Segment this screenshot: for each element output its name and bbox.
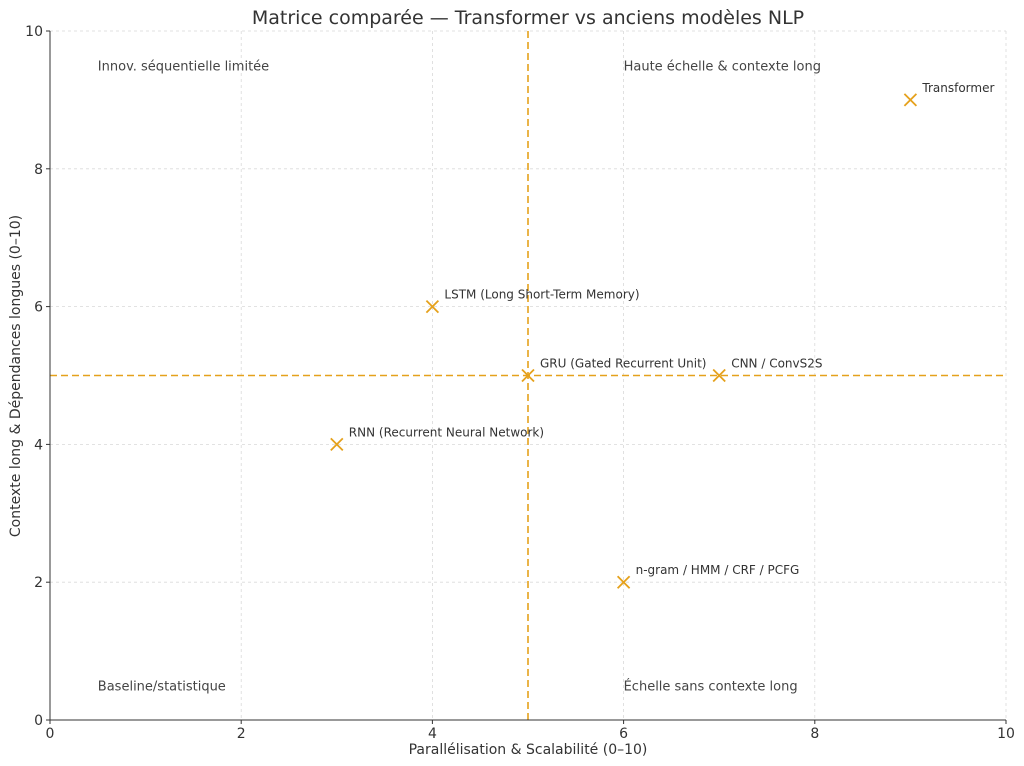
quadrant-label: Échelle sans contexte long	[624, 679, 798, 695]
x-marker	[712, 368, 726, 383]
point-label: LSTM (Long Short-Term Memory)	[444, 288, 639, 302]
x-marker	[903, 93, 918, 107]
point-label: n-gram / HMM / CRF / PCFG	[636, 563, 800, 577]
data-point: Transformer	[903, 81, 994, 107]
x-axis-label: Parallélisation & Scalabilité (0–10)	[409, 742, 648, 758]
x-tick-label: 10	[997, 726, 1015, 742]
data-points: n-gram / HMM / CRF / PCFG RNN (Recurrent …	[330, 81, 994, 589]
point-label: Transformer	[921, 81, 994, 95]
point-label: GRU (Gated Recurrent Unit)	[540, 357, 706, 371]
y-tick-label: 8	[34, 162, 43, 178]
x-marker	[425, 299, 440, 314]
data-point: CNN / ConvS2S	[712, 357, 823, 383]
y-tick-label: 0	[34, 713, 43, 729]
quadrant-labels: Innov. séquentielle limitée Haute échelle…	[98, 59, 821, 694]
x-tick-label: 8	[810, 726, 819, 742]
data-point: RNN (Recurrent Neural Network)	[330, 425, 544, 452]
x-marker	[616, 575, 631, 589]
point-label: RNN (Recurrent Neural Network)	[349, 425, 544, 439]
x-tick-label: 0	[46, 726, 55, 742]
y-tick-label: 6	[34, 300, 43, 316]
x-marker	[330, 437, 344, 452]
y-axis-label: Contexte long & Dépendances longues (0–1…	[8, 215, 24, 537]
quadrant-label: Haute échelle & contexte long	[624, 59, 821, 74]
quadrant-label: Baseline/statistique	[98, 680, 226, 695]
quadrant-label: Innov. séquentielle limitée	[98, 59, 269, 74]
axes	[49, 31, 1006, 721]
x-marker	[521, 368, 535, 383]
chart-title: Matrice comparée — Transformer vs ancien…	[252, 7, 804, 29]
y-tick-label: 10	[25, 24, 43, 40]
x-tick-label: 2	[237, 726, 246, 742]
y-tick-label: 2	[34, 575, 43, 591]
data-point: GRU (Gated Recurrent Unit)	[521, 357, 706, 383]
x-tick-label: 6	[619, 726, 628, 742]
data-point: n-gram / HMM / CRF / PCFG	[616, 563, 800, 589]
x-tick-label: 4	[428, 726, 437, 742]
y-tick-label: 4	[34, 437, 43, 453]
data-point: LSTM (Long Short-Term Memory)	[425, 288, 640, 314]
x-ticks: 0 2 4 6 8 10	[46, 720, 1015, 742]
y-ticks: 0 2 4 6 8 10	[25, 24, 50, 729]
point-label: CNN / ConvS2S	[731, 357, 822, 371]
